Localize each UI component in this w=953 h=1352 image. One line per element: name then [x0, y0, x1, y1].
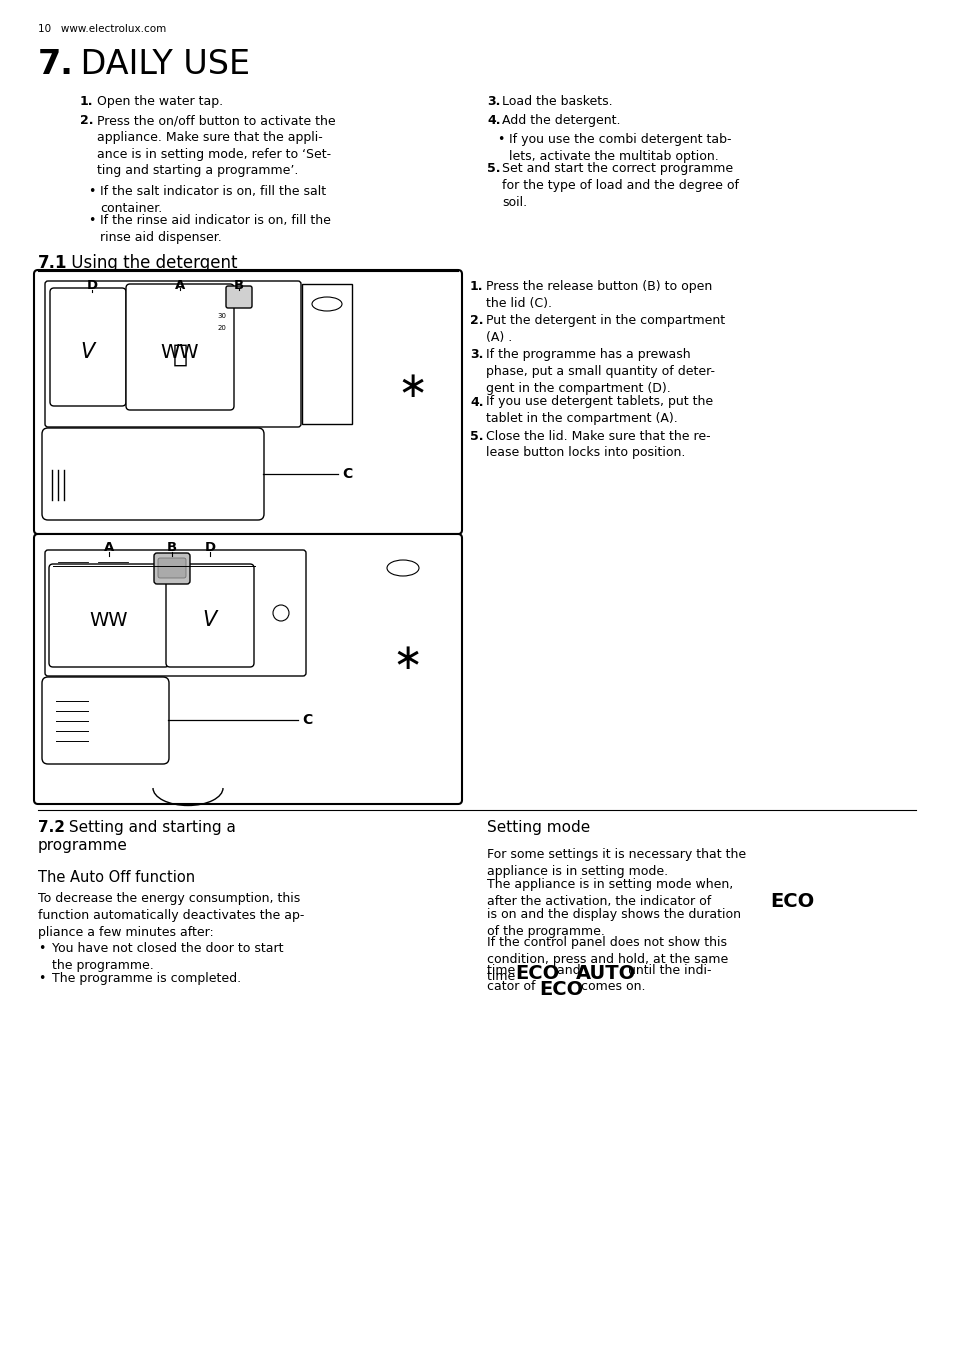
Text: C: C: [302, 713, 312, 727]
FancyBboxPatch shape: [158, 558, 186, 579]
Text: For some settings it is necessary that the
appliance is in setting mode.: For some settings it is necessary that t…: [486, 848, 745, 877]
Text: Using the detergent: Using the detergent: [66, 254, 237, 272]
Text: D: D: [87, 279, 97, 292]
Text: 4.: 4.: [486, 114, 500, 127]
Text: Press the on/off button to activate the
appliance. Make sure that the appli-
anc: Press the on/off button to activate the …: [97, 114, 335, 177]
Text: ECO: ECO: [769, 892, 814, 911]
Text: Add the detergent.: Add the detergent.: [501, 114, 619, 127]
Text: 20: 20: [217, 324, 226, 331]
FancyBboxPatch shape: [34, 270, 461, 534]
Text: 3.: 3.: [486, 95, 500, 108]
Text: You have not closed the door to start
the programme.: You have not closed the door to start th…: [52, 942, 283, 972]
Text: 1.: 1.: [470, 280, 483, 293]
Text: The programme is completed.: The programme is completed.: [52, 972, 241, 986]
FancyBboxPatch shape: [45, 550, 306, 676]
FancyBboxPatch shape: [42, 677, 169, 764]
Text: If the salt indicator is on, fill the salt
container.: If the salt indicator is on, fill the sa…: [100, 185, 326, 215]
Text: is on and the display shows the duration
of the programme.: is on and the display shows the duration…: [486, 909, 740, 938]
Bar: [302, 284, 352, 425]
Text: 1.: 1.: [80, 95, 93, 108]
Text: •: •: [88, 185, 95, 197]
Text: B: B: [167, 541, 177, 554]
Text: DAILY USE: DAILY USE: [70, 49, 250, 81]
Text: WW: WW: [161, 342, 199, 361]
Text: A: A: [174, 279, 185, 292]
Text: If the rinse aid indicator is on, fill the
rinse aid dispenser.: If the rinse aid indicator is on, fill t…: [100, 214, 331, 243]
Text: Setting mode: Setting mode: [486, 821, 590, 836]
Text: V: V: [81, 342, 95, 362]
Text: The appliance is in setting mode when,
after the activation, the indicator of: The appliance is in setting mode when, a…: [486, 877, 733, 907]
Text: Put the detergent in the compartment
(A) .: Put the detergent in the compartment (A)…: [485, 314, 724, 343]
Text: 4.: 4.: [470, 396, 483, 408]
Circle shape: [273, 604, 289, 621]
Text: D: D: [204, 541, 215, 554]
Text: Set and start the correct programme
for the type of load and the degree of
soil.: Set and start the correct programme for …: [501, 162, 739, 208]
Text: A: A: [104, 541, 114, 554]
Text: ECO: ECO: [538, 980, 582, 999]
Text: If the programme has a prewash
phase, put a small quantity of deter-
gent in the: If the programme has a prewash phase, pu…: [485, 347, 714, 395]
Text: Load the baskets.: Load the baskets.: [501, 95, 612, 108]
FancyBboxPatch shape: [49, 564, 169, 667]
FancyBboxPatch shape: [153, 553, 190, 584]
Ellipse shape: [387, 560, 418, 576]
FancyBboxPatch shape: [50, 288, 126, 406]
FancyBboxPatch shape: [42, 429, 264, 521]
Text: until the indi-: until the indi-: [623, 964, 711, 977]
Text: 3.: 3.: [470, 347, 483, 361]
Text: 10   www.electrolux.com: 10 www.electrolux.com: [38, 24, 166, 34]
Text: Setting and starting a: Setting and starting a: [64, 821, 235, 836]
Text: 7.2: 7.2: [38, 821, 65, 836]
FancyBboxPatch shape: [45, 281, 301, 427]
FancyBboxPatch shape: [126, 284, 233, 410]
Text: •: •: [38, 972, 46, 986]
Text: cator of: cator of: [486, 980, 539, 992]
Text: Close the lid. Make sure that the re-
lease button locks into position.: Close the lid. Make sure that the re- le…: [485, 430, 710, 460]
Text: •: •: [38, 942, 46, 955]
Text: 7.: 7.: [38, 49, 73, 81]
Text: •: •: [497, 132, 504, 146]
Text: comes on.: comes on.: [577, 980, 645, 992]
Text: 7.1: 7.1: [38, 254, 68, 272]
Text: programme: programme: [38, 838, 128, 853]
Text: If the control panel does not show this
condition, press and hold, at the same
t: If the control panel does not show this …: [486, 936, 727, 983]
Text: 2.: 2.: [470, 314, 483, 327]
Text: 30: 30: [216, 314, 226, 319]
Text: ⪪: ⪪: [172, 343, 188, 366]
FancyBboxPatch shape: [166, 564, 253, 667]
Text: The Auto Off function: The Auto Off function: [38, 869, 195, 886]
Text: C: C: [341, 466, 352, 481]
Text: ∗: ∗: [393, 642, 423, 676]
Text: To decrease the energy consumption, this
function automatically deactivates the : To decrease the energy consumption, this…: [38, 892, 304, 938]
Text: V: V: [203, 610, 217, 630]
Text: B: B: [233, 279, 244, 292]
Text: and: and: [553, 964, 584, 977]
FancyBboxPatch shape: [226, 287, 252, 308]
Text: 5.: 5.: [470, 430, 483, 442]
Text: If you use detergent tablets, put the
tablet in the compartment (A).: If you use detergent tablets, put the ta…: [485, 396, 713, 426]
Text: time: time: [486, 964, 518, 977]
Ellipse shape: [312, 297, 341, 311]
Text: ∗: ∗: [397, 370, 428, 404]
Text: Open the water tap.: Open the water tap.: [97, 95, 223, 108]
Text: If you use the combi detergent tab-
lets, activate the multitab option.: If you use the combi detergent tab- lets…: [509, 132, 731, 162]
Text: ECO: ECO: [515, 964, 558, 983]
Text: 2.: 2.: [80, 114, 93, 127]
Text: Press the release button (B) to open
the lid (C).: Press the release button (B) to open the…: [485, 280, 712, 310]
Text: WW: WW: [90, 611, 128, 630]
Text: 5.: 5.: [486, 162, 500, 174]
FancyBboxPatch shape: [34, 534, 461, 804]
Text: AUTO: AUTO: [576, 964, 636, 983]
Text: •: •: [88, 214, 95, 227]
